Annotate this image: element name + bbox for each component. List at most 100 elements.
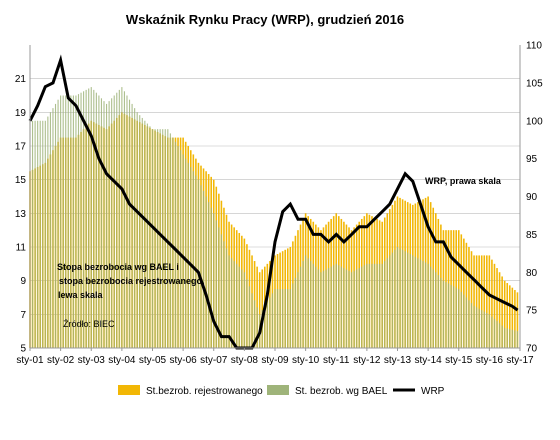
- bael-bar: [100, 98, 103, 348]
- bael-bar: [180, 150, 182, 348]
- bael-bar: [455, 287, 457, 348]
- bael-bar: [49, 112, 51, 348]
- bael-bar: [266, 301, 268, 348]
- bael-bar: [37, 120, 39, 348]
- bael-bars: [29, 87, 519, 349]
- bael-bar: [470, 303, 473, 348]
- bael-bar: [93, 89, 95, 348]
- bael-bar: [233, 261, 235, 348]
- bael-bar: [241, 269, 243, 348]
- x-tick-label: sty-09: [261, 355, 289, 366]
- bael-bar: [223, 241, 225, 348]
- bael-bar: [458, 289, 460, 348]
- bael-bar: [172, 137, 174, 348]
- bael-bar: [460, 291, 462, 348]
- registered-bar: [475, 255, 478, 348]
- bael-bar: [215, 220, 217, 348]
- registered-bar: [496, 268, 498, 348]
- x-tick-label: sty-14: [415, 355, 443, 366]
- bael-bar: [111, 98, 113, 348]
- registered-bar: [486, 255, 488, 348]
- bael-bar: [307, 258, 309, 348]
- bael-bar: [106, 103, 108, 349]
- x-tick-label: sty-10: [292, 355, 320, 366]
- bael-bar: [356, 269, 358, 348]
- bael-bar: [310, 261, 312, 348]
- bael-bar: [511, 329, 513, 348]
- bael-bar: [338, 265, 340, 348]
- bael-bar: [75, 95, 77, 348]
- unemployment-annotation-line-3: lewa skala: [58, 290, 104, 300]
- legend-label-registered: St.bezrob. rejestrowanego: [146, 386, 263, 397]
- bael-bar: [210, 207, 212, 348]
- right-tick-label: 100: [526, 116, 543, 127]
- bael-bar: [425, 262, 427, 348]
- bael-bar: [282, 289, 284, 348]
- bael-bar: [287, 289, 289, 348]
- registered-bar: [491, 259, 493, 348]
- x-tick-label: sty-07: [200, 355, 228, 366]
- bael-bar: [274, 289, 276, 348]
- bael-bar: [389, 255, 391, 348]
- bael-bar: [31, 120, 34, 348]
- bael-bar: [445, 282, 447, 348]
- legend-swatch-registered: [118, 385, 140, 395]
- right-tick-label: 110: [526, 41, 542, 52]
- bael-bar: [379, 263, 381, 348]
- bael-bar: [34, 120, 36, 348]
- bael-bar: [440, 277, 442, 348]
- bael-bar: [131, 103, 133, 349]
- bael-bar: [302, 261, 304, 348]
- registered-bar: [506, 283, 509, 348]
- bael-bar: [353, 270, 355, 348]
- registered-bar: [501, 276, 503, 348]
- bael-bar: [141, 117, 143, 348]
- left-tick-label: 9: [20, 276, 26, 287]
- right-tick-label: 80: [526, 268, 538, 279]
- bael-bar: [488, 314, 490, 348]
- x-tick-label: sty-01: [16, 355, 44, 366]
- registered-bar: [478, 255, 480, 348]
- bael-bar: [248, 286, 251, 348]
- registered-bar: [509, 285, 511, 348]
- legend-swatch-bael: [267, 385, 289, 395]
- left-tick-label: 19: [15, 108, 27, 119]
- bael-bar: [146, 123, 148, 348]
- x-tick-label: sty-11: [323, 355, 350, 366]
- bael-bar: [39, 120, 41, 348]
- bael-bar: [271, 293, 274, 348]
- bael-bar: [409, 254, 411, 348]
- bael-bar: [85, 89, 87, 348]
- bael-bar: [261, 310, 263, 348]
- registered-bar: [503, 280, 506, 348]
- bael-bar: [394, 249, 396, 348]
- unemployment-annotation-line-1: Stopa bezrobocia wg BAEL i: [57, 262, 179, 272]
- bael-bar: [126, 95, 128, 348]
- bael-bar: [442, 280, 444, 348]
- left-tick-label: 5: [20, 344, 26, 355]
- bael-bar: [371, 263, 373, 348]
- bael-bar: [509, 329, 511, 348]
- bael-bar: [453, 286, 455, 348]
- bael-bar: [136, 112, 138, 348]
- bael-bar: [289, 289, 291, 348]
- bael-bar: [60, 95, 62, 348]
- bael-bar: [328, 268, 330, 348]
- bael-bar: [299, 266, 302, 348]
- registered-bar: [460, 234, 463, 348]
- bael-bar: [486, 312, 488, 348]
- bael-bar: [276, 289, 279, 348]
- right-tick-label: 105: [526, 78, 543, 89]
- bael-bar: [450, 284, 452, 348]
- bael-bar: [447, 283, 450, 348]
- registered-bar: [516, 292, 519, 348]
- bael-bar: [118, 89, 120, 348]
- x-tick-label: sty-15: [445, 355, 473, 366]
- bael-bar: [417, 258, 419, 348]
- registered-bar: [468, 247, 470, 348]
- bael-bar: [478, 308, 480, 348]
- bael-bar: [496, 321, 498, 348]
- bael-bar: [98, 95, 100, 348]
- bael-bar: [368, 263, 370, 348]
- left-axis-ticks: 5 7 9 11 13 15 17 19 21: [15, 74, 27, 354]
